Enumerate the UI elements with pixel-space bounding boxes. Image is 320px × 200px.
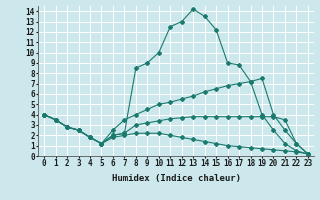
X-axis label: Humidex (Indice chaleur): Humidex (Indice chaleur) bbox=[111, 174, 241, 183]
